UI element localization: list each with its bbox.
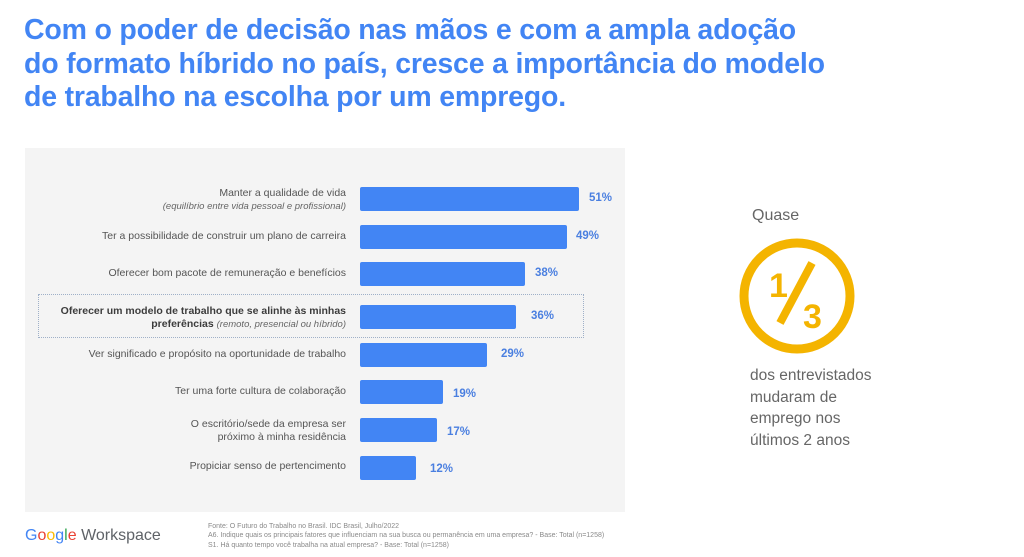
bar-value: 36% — [531, 310, 555, 322]
stat-line: últimos 2 anos — [750, 431, 850, 449]
bar — [360, 380, 443, 404]
title-line: Com o poder de decisão nas mãos e com a … — [24, 14, 797, 46]
bar — [360, 456, 416, 480]
logo-letter: e — [67, 527, 77, 544]
bar-value: 49% — [576, 230, 600, 242]
bar-label-sub: (remoto, presencial ou híbrido) — [216, 319, 346, 330]
google-workspace-logo: Google Workspace — [25, 527, 161, 545]
footer-notes: Fonte: O Futuro do Trabalho no Brasil. I… — [208, 522, 604, 550]
highlight-box — [38, 294, 584, 338]
one-third-badge: 1 3 — [736, 235, 858, 357]
bar-label: O escritório/sede da empresa ser próximo… — [191, 418, 346, 444]
question-note: A6. Indique quais os principais fatores … — [208, 532, 605, 540]
logo-letter: G — [25, 527, 38, 544]
bar-value: 12% — [430, 463, 454, 475]
bar-label-text: preferências — [151, 318, 214, 330]
stat-prefix: Quase — [752, 207, 800, 224]
logo-letter: o — [46, 527, 56, 544]
bar-label-highlighted: Oferecer um modelo de trabalho que se al… — [61, 305, 346, 331]
bar-label-text: Manter a qualidade de vida — [219, 187, 346, 199]
logo-letter: g — [55, 527, 65, 544]
bar-label-text: O escritório/sede da empresa ser — [190, 418, 346, 430]
bar-label-sub: (equilíbrio entre vida pessoal e profiss… — [162, 201, 346, 212]
bar-value: 19% — [453, 388, 477, 400]
bar-label: Manter a qualidade de vida (equilíbrio e… — [163, 187, 346, 213]
source-note: Fonte: O Futuro do Trabalho no Brasil. I… — [208, 523, 400, 530]
bar-value: 17% — [447, 426, 471, 438]
bar — [360, 418, 437, 442]
logo-product: Workspace — [81, 527, 161, 544]
question-note: S1. Há quanto tempo você trabalha na atu… — [208, 541, 449, 549]
bar — [360, 305, 516, 329]
bar-label-text: próximo à minha residência — [217, 431, 346, 443]
bar-value: 38% — [535, 267, 559, 279]
svg-text:1: 1 — [769, 267, 788, 305]
stat-line: mudaram de — [750, 388, 838, 406]
bar-label: Oferecer bom pacote de remuneração e ben… — [108, 267, 346, 279]
fraction-circle-icon: 1 3 — [739, 238, 855, 354]
page-title: Com o poder de decisão nas mãos e com a … — [24, 14, 964, 115]
logo-letter: l — [64, 527, 68, 544]
stat-line: emprego nos — [750, 410, 841, 427]
bar — [360, 225, 567, 249]
title-line: do formato híbrido no país, cresce a imp… — [24, 47, 825, 80]
bar-value: 29% — [501, 348, 525, 360]
stat-line: dos entrevistados — [750, 367, 872, 384]
bar-label-text: Oferecer um modelo de trabalho que se al… — [60, 305, 346, 317]
bar — [360, 262, 525, 286]
stat-description: dos entrevistados mudaram de emprego nos… — [750, 365, 872, 451]
bar-label: Ver significado e propósito na oportunid… — [88, 348, 346, 360]
bar — [360, 343, 487, 367]
svg-text:3: 3 — [803, 298, 822, 336]
bar-label: Ter uma forte cultura de colaboração — [174, 385, 346, 397]
bar-label: Ter a possibilidade de construir um plan… — [102, 230, 346, 242]
bar — [360, 187, 579, 211]
logo-letter: o — [37, 527, 47, 544]
bar-value: 51% — [589, 192, 613, 204]
title-line: de trabalho na escolha por um emprego. — [24, 81, 566, 113]
bar-label: Propiciar senso de pertencimento — [189, 460, 346, 472]
bar-chart-panel: Manter a qualidade de vida (equilíbrio e… — [25, 148, 625, 512]
